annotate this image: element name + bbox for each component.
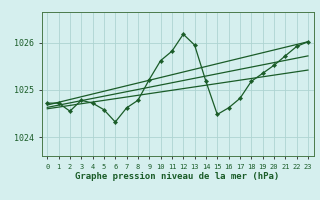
X-axis label: Graphe pression niveau de la mer (hPa): Graphe pression niveau de la mer (hPa)	[76, 172, 280, 181]
